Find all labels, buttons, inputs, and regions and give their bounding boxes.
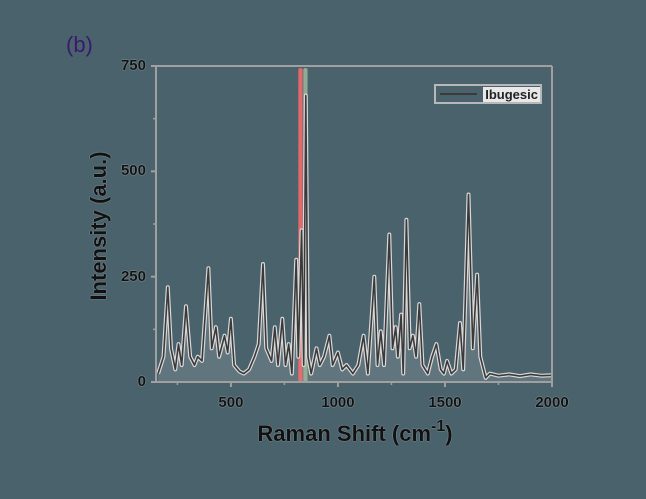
x-axis-label-close: ) (445, 421, 453, 446)
x-tick-label: 1000 (321, 394, 355, 411)
panel-label: (b) (66, 32, 93, 57)
y-tick-label: 0 (137, 373, 146, 390)
legend-line-swatch (440, 93, 478, 95)
x-tick-label: 500 (218, 394, 244, 411)
x-axis-label-main: Raman Shift (cm (257, 421, 432, 446)
y-tick-label: 750 (120, 57, 146, 74)
x-axis-label: Raman Shift (cm-1) (257, 418, 452, 447)
spectrum-line (157, 94, 553, 379)
x-tick-label: 2000 (535, 394, 569, 411)
y-tick-label: 250 (120, 267, 146, 285)
legend-label: Ibugesic (483, 86, 540, 102)
y-tick-label: 500 (120, 162, 146, 180)
legend: Ibugesic (434, 84, 542, 104)
x-axis-label-superscript: -1 (431, 418, 446, 435)
x-tick-label: 1500 (428, 394, 462, 411)
